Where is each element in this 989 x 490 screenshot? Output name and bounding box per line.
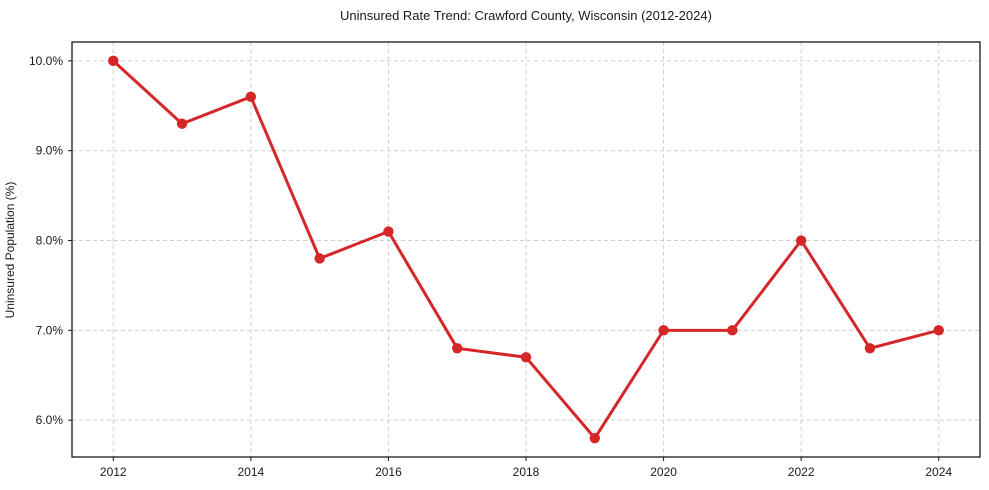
gridlines-layer <box>72 42 980 457</box>
x-tick-label: 2024 <box>925 465 952 479</box>
x-tick-label: 2018 <box>513 465 540 479</box>
data-point-2018 <box>520 352 532 363</box>
data-point-2020 <box>658 325 669 336</box>
y-tick-label: 10.0% <box>29 54 63 68</box>
y-tick-label: 9.0% <box>36 144 64 158</box>
data-point-2022 <box>795 235 807 246</box>
data-point-2017 <box>452 343 463 354</box>
chart-title: Uninsured Rate Trend: Crawford County, W… <box>340 8 712 23</box>
x-tick-label: 2012 <box>100 465 127 479</box>
data-point-2023 <box>864 343 876 354</box>
data-point-2016 <box>383 226 394 237</box>
data-point-2019 <box>589 432 600 444</box>
axes-layer: 2012 2014 2016 2018 2020 2022 2024 6.0% 7.0% 8.0%… <box>29 41 981 479</box>
data-point-2021 <box>727 325 738 336</box>
x-tick-label: 2022 <box>788 465 815 479</box>
data-layer <box>108 55 944 444</box>
data-point-2015 <box>314 253 325 264</box>
data-point-2024 <box>933 325 944 336</box>
y-tick-label: 7.0% <box>36 323 64 337</box>
x-tick-label: 2016 <box>375 465 402 479</box>
data-point-2013 <box>176 118 188 129</box>
x-tick-label: 2020 <box>650 465 677 479</box>
data-point-2012 <box>108 55 119 67</box>
y-tick-label: 8.0% <box>36 234 64 248</box>
data-point-2014 <box>245 91 257 102</box>
plot-border <box>71 41 981 458</box>
y-axis-label: Uninsured Population (%) <box>3 182 17 319</box>
x-tick-label: 2014 <box>237 465 264 479</box>
y-tick-label: 6.0% <box>36 413 64 427</box>
